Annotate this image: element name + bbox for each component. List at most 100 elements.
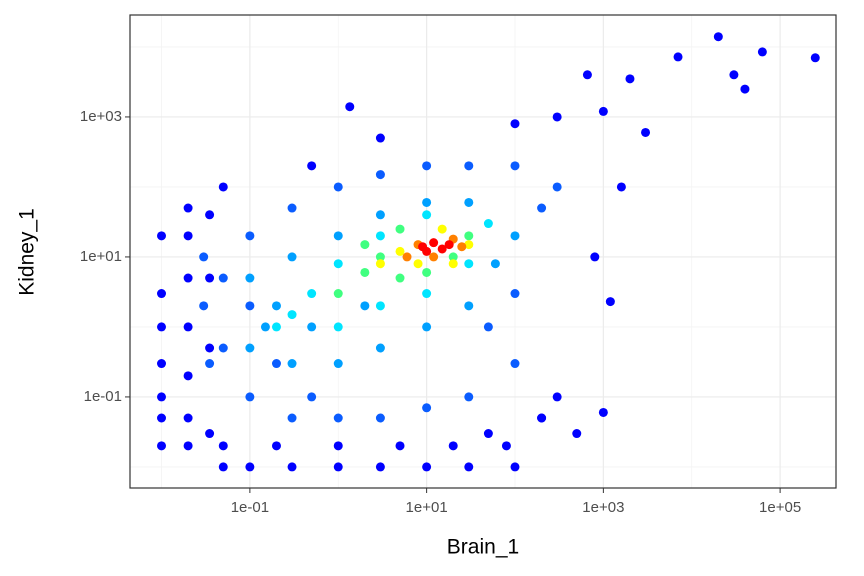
point: [552, 182, 562, 192]
point: [287, 252, 297, 262]
point: [464, 197, 474, 207]
point: [673, 52, 683, 62]
point: [483, 322, 493, 332]
point: [429, 238, 439, 248]
point: [418, 242, 428, 252]
point: [375, 343, 385, 353]
point: [483, 219, 493, 229]
point: [810, 53, 820, 63]
point: [333, 182, 343, 192]
point: [245, 273, 255, 283]
point: [245, 343, 255, 353]
point: [422, 289, 432, 299]
point: [360, 240, 370, 250]
point: [510, 359, 520, 369]
point: [422, 210, 432, 220]
point: [464, 462, 474, 472]
point: [307, 289, 317, 299]
x-tick-label: 1e-01: [231, 499, 269, 516]
point: [395, 246, 405, 256]
point: [552, 392, 562, 402]
point: [157, 359, 167, 369]
point: [333, 289, 343, 299]
point: [375, 170, 385, 180]
point: [464, 161, 474, 171]
point: [183, 413, 193, 423]
point: [616, 182, 626, 192]
point: [218, 343, 228, 353]
point: [448, 259, 458, 269]
point: [598, 106, 608, 116]
point: [183, 441, 193, 451]
point: [245, 462, 255, 472]
point: [740, 84, 750, 94]
point: [157, 231, 167, 241]
point: [422, 462, 432, 472]
point: [464, 301, 474, 311]
point: [457, 242, 467, 252]
point: [757, 47, 767, 57]
point: [333, 259, 343, 269]
point: [375, 301, 385, 311]
point: [218, 273, 228, 283]
point: [157, 289, 167, 299]
point: [333, 441, 343, 451]
point: [333, 359, 343, 369]
point: [413, 259, 423, 269]
point: [157, 322, 167, 332]
y-tick-label: 1e-01: [84, 388, 122, 405]
point: [375, 252, 385, 262]
point: [729, 70, 739, 80]
point: [183, 322, 193, 332]
point: [183, 203, 193, 213]
point: [287, 462, 297, 472]
x-tick-label: 1e+05: [759, 499, 801, 516]
point: [218, 462, 228, 472]
point: [625, 74, 635, 84]
point: [590, 252, 600, 262]
point: [287, 310, 297, 320]
point: [375, 413, 385, 423]
point: [245, 301, 255, 311]
point: [464, 231, 474, 241]
point: [333, 322, 343, 332]
point: [307, 392, 317, 402]
point: [287, 203, 297, 213]
point: [375, 462, 385, 472]
point: [537, 413, 547, 423]
point: [271, 322, 281, 332]
point: [448, 441, 458, 451]
point: [510, 231, 520, 241]
point: [537, 203, 547, 213]
point: [510, 462, 520, 472]
point: [641, 127, 651, 137]
point: [501, 441, 511, 451]
y-axis-title: Kidney_1: [16, 208, 39, 296]
point: [464, 259, 474, 269]
point: [375, 231, 385, 241]
point: [444, 240, 454, 250]
point: [360, 301, 370, 311]
point: [395, 273, 405, 283]
point: [464, 240, 474, 250]
x-axis-title: Brain_1: [447, 536, 519, 559]
point: [287, 413, 297, 423]
point: [345, 102, 355, 112]
point: [510, 289, 520, 299]
y-tick-label: 1e+03: [80, 108, 122, 125]
point: [157, 441, 167, 451]
point: [422, 267, 432, 277]
point: [598, 407, 608, 417]
point: [157, 413, 167, 423]
point: [360, 267, 370, 277]
point: [395, 224, 405, 234]
point: [183, 273, 193, 283]
point: [375, 133, 385, 143]
point: [333, 413, 343, 423]
point: [307, 322, 317, 332]
point: [271, 301, 281, 311]
point: [157, 392, 167, 402]
point: [183, 371, 193, 381]
